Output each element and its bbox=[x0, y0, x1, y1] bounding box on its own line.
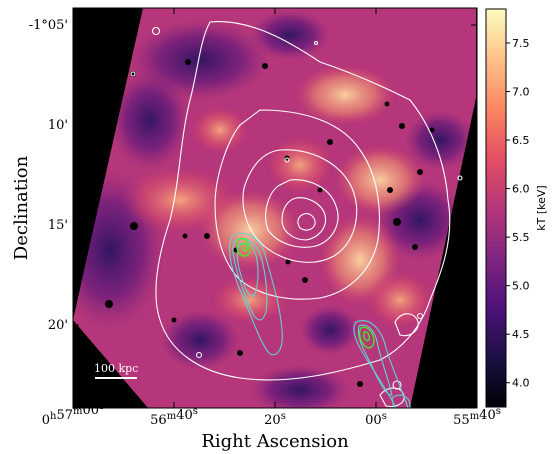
x-tick-label: 0h57m00s bbox=[42, 401, 104, 428]
colorbar-label: kT [keV] bbox=[535, 185, 548, 230]
colorbar-tick-label: 4.5 bbox=[512, 328, 530, 341]
y-tick-labels: -1°05' 10' 15' 20' bbox=[29, 18, 68, 333]
colorbar-tick-label: 5.5 bbox=[512, 231, 530, 244]
x-tick-label: 55m40s bbox=[453, 406, 501, 428]
colorbar-tick-label: 6.0 bbox=[512, 183, 530, 196]
xray-contours bbox=[130, 21, 463, 408]
scale-bar: 100 kpc bbox=[94, 362, 138, 379]
x-axis-title: Right Ascension bbox=[201, 431, 349, 452]
y-axis-title: Declination bbox=[11, 155, 32, 260]
colorbar-tick-label: 7.0 bbox=[512, 86, 530, 99]
colorbar-tick-label: 7.5 bbox=[512, 37, 530, 50]
radio-cores bbox=[236, 238, 375, 349]
colorbar-tick-label: 6.5 bbox=[512, 134, 530, 147]
colorbar: 4.0 4.5 5.0 5.5 6.0 6.5 7.0 7.5 kT [keV] bbox=[485, 8, 548, 408]
radio-contours bbox=[229, 232, 411, 408]
x-tick-labels: 0h57m00s 56m40s 20s 00s 55m40s bbox=[42, 401, 501, 428]
scale-bar-label: 100 kpc bbox=[94, 362, 138, 375]
y-tick-label: 10' bbox=[48, 118, 68, 133]
temperature-map bbox=[73, 8, 476, 408]
colorbar-gradient bbox=[485, 8, 507, 408]
y-tick-label: -1°05' bbox=[29, 18, 68, 33]
colorbar-tick-label: 5.0 bbox=[512, 280, 530, 293]
colorbar-tick-label: 4.0 bbox=[512, 377, 530, 390]
x-tick-label: 56m40s bbox=[150, 406, 198, 428]
y-tick-label: 15' bbox=[48, 218, 68, 233]
x-tick-label: 20s bbox=[264, 411, 286, 428]
x-ticks bbox=[72, 8, 478, 408]
y-tick-label: 20' bbox=[48, 318, 68, 333]
x-tick-label: 00s bbox=[365, 411, 387, 428]
colorbar-ticks: 4.0 4.5 5.0 5.5 6.0 6.5 7.0 7.5 bbox=[506, 37, 530, 390]
y-ticks bbox=[73, 24, 477, 326]
